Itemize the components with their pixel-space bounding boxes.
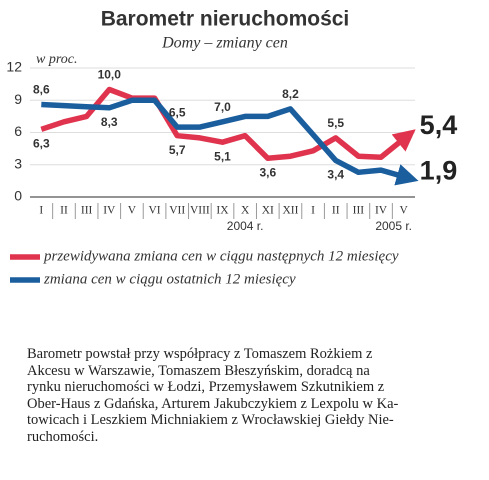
- value-label: 10,0: [98, 68, 122, 82]
- x-tick-label: II: [60, 205, 68, 217]
- caption-line: ruchomości.: [27, 428, 99, 445]
- chart: Barometr nieruchomości Domy – zmiany cen…: [6, 8, 458, 288]
- x-tick-label: I: [311, 205, 315, 217]
- chart-title: Barometr nieruchomości: [101, 8, 350, 31]
- caption-line: Barometr powstał przy współpracy z Tomas…: [27, 346, 373, 362]
- value-label: 7,0: [214, 100, 231, 114]
- value-label: 8,2: [282, 87, 299, 101]
- x-tick-label: V: [400, 205, 409, 217]
- y-tick-label: 6: [14, 123, 22, 139]
- x-tick-label: II: [332, 205, 340, 217]
- x-tick-label: VI: [148, 205, 160, 217]
- value-label: 6,3: [33, 136, 50, 150]
- value-label: 5,5: [327, 116, 344, 130]
- value-label: 5,7: [169, 143, 186, 157]
- x-tick-label: IX: [216, 205, 229, 217]
- x-tick-label: V: [128, 205, 137, 217]
- caption-line: Ober-Haus z Gdańska, Arturem Jakubczykie…: [27, 395, 399, 412]
- y-tick-label: 3: [14, 155, 22, 171]
- x-tick-label: III: [353, 205, 365, 217]
- chart-subtitle: Domy – zmiany cen: [161, 35, 288, 52]
- value-label: 8,6: [33, 83, 50, 97]
- value-label: 5,1: [214, 149, 231, 163]
- x-tick-label: XII: [282, 205, 298, 217]
- value-label: 8,3: [101, 115, 118, 129]
- series-line: [40, 86, 416, 162]
- y-tick-label: 9: [14, 91, 22, 107]
- x-tick-label: VII: [169, 205, 185, 217]
- caption: Barometr powstał przy współpracy z Tomas…: [27, 346, 482, 445]
- x-group-label: 2004 r.: [227, 219, 264, 233]
- value-label: 1,9: [420, 156, 458, 186]
- value-label: 3,6: [259, 165, 276, 179]
- x-tick-label: X: [241, 205, 250, 217]
- y-axis-label: w proc.: [36, 52, 77, 67]
- value-label: 5,4: [420, 110, 458, 140]
- x-tick-label: I: [39, 205, 43, 217]
- value-label: 3,4: [327, 168, 344, 182]
- x-tick-label: VIII: [190, 205, 210, 217]
- caption-line: rynku nieruchomości w Łodzi, Przemysławe…: [27, 379, 385, 395]
- x-tick-label: IV: [103, 205, 116, 217]
- series-line: [41, 97, 419, 186]
- y-tick-label: 12: [6, 59, 22, 75]
- x-tick-label: III: [81, 205, 93, 217]
- x-tick-label: XI: [262, 205, 274, 217]
- legend-label: zmiana cen w ciągu ostatnich 12 miesięcy: [43, 271, 296, 287]
- x-tick-label: IV: [375, 205, 388, 217]
- caption-line: towicach i Leszkiem Michniakiem z Wrocła…: [27, 412, 394, 428]
- y-tick-label: 0: [14, 188, 22, 204]
- caption-line: Akcesu w Warszawie, Tomaszem Błeszyńskim…: [27, 362, 370, 379]
- x-group-label: 2005 r.: [375, 219, 412, 233]
- legend-label: przewidywana zmiana cen w ciągu następny…: [43, 248, 399, 264]
- value-label: 6,5: [169, 105, 186, 119]
